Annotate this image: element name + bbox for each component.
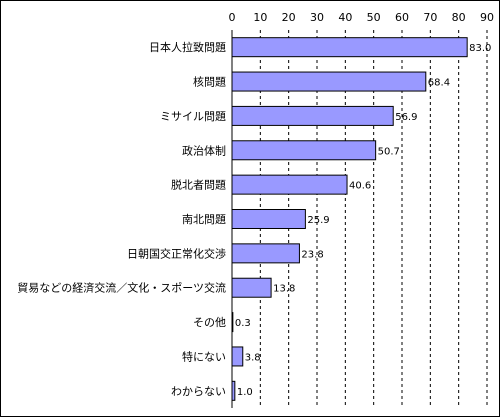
x-tick-label: 50 bbox=[367, 11, 381, 24]
value-label: 1.0 bbox=[237, 387, 253, 398]
x-tick-label: 70 bbox=[423, 11, 437, 24]
category-label: わからない bbox=[171, 385, 226, 398]
bars bbox=[231, 37, 468, 401]
category-label: その他 bbox=[193, 316, 226, 329]
value-label: 50.7 bbox=[378, 146, 400, 157]
bar bbox=[231, 174, 348, 195]
x-tick-label: 60 bbox=[395, 11, 409, 24]
value-labels: 83.0 68.4 56.9 50.7 40.6 25.9 23.8 13.8 0.3 3.8 1.… bbox=[235, 43, 492, 398]
x-tick-label: 10 bbox=[253, 11, 267, 24]
category-labels: 日本人拉致問題核問題ミサイル問題政治体制脱北者問題南北問題日朝国交正常化交渉貿易… bbox=[17, 40, 226, 398]
x-tick-label: 0 bbox=[229, 11, 236, 24]
value-label: 56.9 bbox=[395, 112, 417, 123]
value-label: 13.8 bbox=[273, 284, 295, 295]
x-tick-label: 80 bbox=[452, 11, 466, 24]
category-label: 政治体制 bbox=[182, 143, 226, 157]
category-label: 核問題 bbox=[193, 75, 226, 89]
bar bbox=[231, 37, 468, 58]
value-label: 3.8 bbox=[245, 352, 261, 363]
category-label: 南北問題 bbox=[182, 213, 226, 226]
bar bbox=[231, 71, 427, 92]
category-label: ミサイル問題 bbox=[160, 110, 226, 123]
value-label: 25.9 bbox=[307, 215, 329, 226]
category-label: 特にない bbox=[182, 349, 226, 363]
bar bbox=[231, 346, 244, 367]
x-tick-label: 90 bbox=[480, 11, 494, 24]
value-label: 0.3 bbox=[235, 318, 251, 329]
x-tick-label: 30 bbox=[310, 11, 324, 24]
bar bbox=[231, 243, 300, 264]
value-label: 40.6 bbox=[349, 181, 371, 192]
value-label: 83.0 bbox=[469, 43, 491, 54]
bar bbox=[231, 277, 272, 298]
x-tick-label: 40 bbox=[338, 11, 352, 24]
category-label: 貿易などの経済交流／文化・スポーツ交流 bbox=[17, 281, 226, 295]
category-label: 日本人拉致問題 bbox=[149, 40, 226, 54]
value-label: 68.4 bbox=[428, 78, 450, 89]
category-label: 日朝国交正常化交渉 bbox=[127, 246, 226, 260]
bar bbox=[231, 140, 377, 161]
bar bbox=[231, 209, 306, 229]
category-label: 脱北者問題 bbox=[171, 178, 226, 192]
x-tick-label: 20 bbox=[282, 11, 296, 24]
bar bbox=[231, 105, 394, 126]
grid-lines bbox=[259, 30, 488, 408]
value-label: 23.8 bbox=[301, 249, 323, 260]
x-axis-ticks: 0 10 20 30 40 50 60 70 80 90 bbox=[229, 11, 495, 24]
